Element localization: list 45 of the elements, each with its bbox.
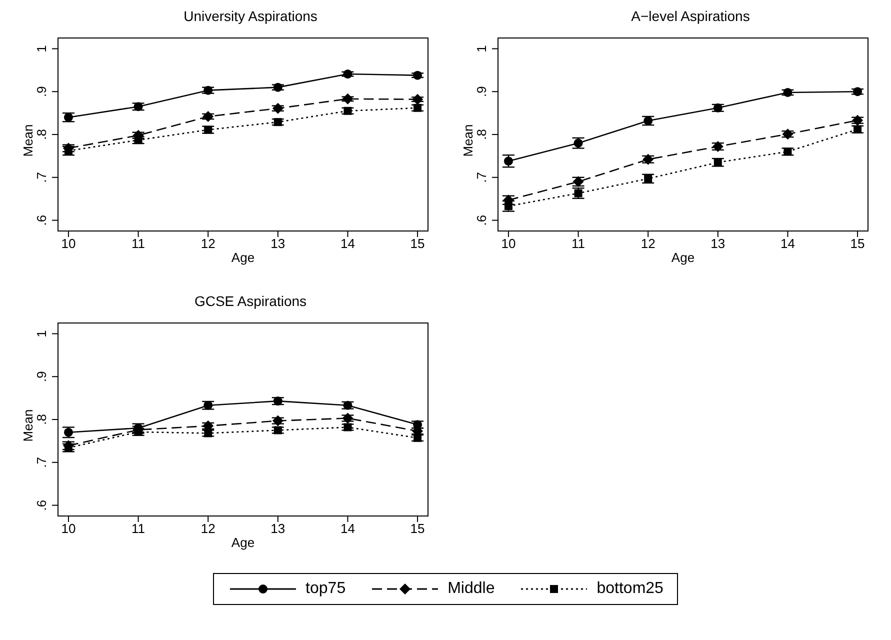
x-axis-title: Age: [230, 535, 256, 550]
y-axis-title: Mean: [460, 123, 476, 159]
x-tick-label: 14: [340, 236, 355, 252]
x-tick-label: 10: [61, 236, 76, 252]
y-tick-label: .7: [34, 456, 49, 468]
y-tick-label: 1: [474, 45, 489, 52]
legend-label: top75: [306, 580, 346, 598]
y-axis-title: Mean: [20, 123, 36, 159]
x-tick-label: 15: [850, 236, 865, 252]
x-tick-label: 10: [501, 236, 516, 252]
x-tick-label: 11: [132, 236, 146, 252]
y-tick-label: .6: [34, 214, 49, 226]
x-tick-label: 12: [640, 236, 656, 252]
x-tick-label: 11: [132, 521, 146, 536]
x-tick-label: 12: [200, 236, 216, 252]
chart-title: A−level Aspirations: [630, 8, 751, 24]
x-tick-label: 11: [572, 236, 586, 252]
x-tick-label: 14: [780, 236, 795, 252]
y-tick-label: .9: [474, 86, 489, 98]
x-tick-label: 13: [710, 236, 726, 252]
x-tick-label: 14: [340, 521, 355, 536]
y-tick-label: .8: [474, 129, 489, 140]
chart-title: GCSE Aspirations: [193, 293, 308, 309]
y-tick-label: 1: [34, 330, 49, 338]
y-tick-label: .7: [474, 172, 489, 183]
chart-title: University Aspirations: [182, 8, 318, 24]
y-tick-label: .7: [34, 172, 49, 183]
y-tick-label: .9: [34, 371, 49, 382]
x-tick-label: 10: [61, 521, 76, 536]
y-tick-label: .8: [34, 414, 49, 425]
y-axis-title: Mean: [20, 408, 36, 444]
y-tick-label: .6: [34, 500, 49, 511]
y-tick-label: .8: [34, 129, 49, 140]
y-tick-label: 1: [34, 45, 49, 52]
x-tick-label: 15: [410, 236, 425, 252]
x-axis-title: Age: [230, 250, 256, 265]
x-tick-label: 13: [270, 521, 286, 536]
x-tick-label: 12: [200, 521, 216, 536]
x-axis-title: Age: [670, 250, 696, 265]
legend-label: bottom25: [596, 580, 664, 598]
y-tick-label: .9: [34, 86, 49, 98]
y-tick-label: .6: [474, 214, 489, 226]
x-tick-label: 13: [270, 236, 286, 252]
legend-label: Middle: [448, 580, 495, 598]
x-tick-label: 15: [410, 521, 425, 536]
